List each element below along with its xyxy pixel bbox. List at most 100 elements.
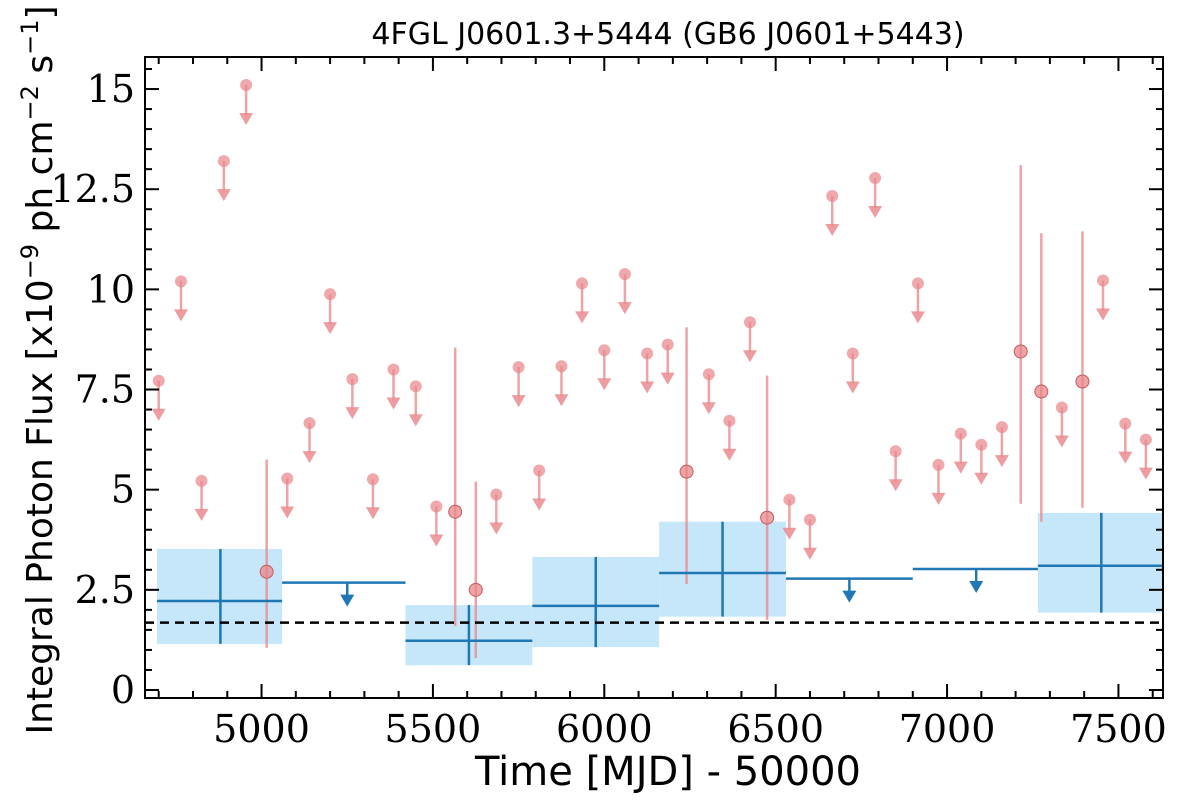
fine-bin-upper-limit-marker <box>702 368 715 381</box>
fine-bin-upper-limit-marker <box>954 427 967 440</box>
fine-bin-upper-limit-marker <box>826 190 839 203</box>
fine-bin-upper-limit-arrow <box>1138 467 1153 480</box>
fine-bin-upper-limit-marker <box>281 472 294 485</box>
fine-bin-upper-limit-arrow <box>151 408 166 421</box>
fine-bin-upper-limit-arrow <box>742 350 757 363</box>
fine-bin-upper-limit-arrow <box>845 381 860 394</box>
fine-bin-upper-limit-marker <box>174 275 187 288</box>
fine-bin-upper-limit-arrow <box>722 448 737 461</box>
fine-bin-upper-limit-marker <box>803 513 816 526</box>
fine-bin-upper-limit-arrow <box>617 302 632 315</box>
fine-bin-upper-limit-marker <box>932 458 945 471</box>
fine-bin-upper-limit-arrow <box>302 451 317 464</box>
fine-bin-upper-limit-marker <box>846 347 859 360</box>
y-axis-label-s: s <box>20 55 61 85</box>
fine-bin-upper-limit-marker <box>661 338 674 351</box>
y-tick-label: 12.5 <box>50 167 135 211</box>
fine-bin-upper-limit-arrow <box>994 455 1009 468</box>
fine-bin-upper-limit-marker <box>430 500 443 513</box>
axis-ticks: 5000 5500 6000 6500 7000 7500 0 2.5 5 7.5 10 12.5 15 <box>50 56 1167 751</box>
fine-bin-upper-limit-marker <box>1119 417 1132 430</box>
fine-bin-upper-limit-marker <box>152 374 165 387</box>
fine-bin-upper-limit-arrow <box>640 381 655 394</box>
fine-bin-upper-limit-arrow <box>953 461 968 474</box>
fine-bin-upper-limit-arrow <box>429 534 444 547</box>
fine-bin-point <box>1013 344 1028 359</box>
fine-bin-upper-limit-marker <box>783 493 796 506</box>
fine-bin-upper-limit-arrow <box>868 205 883 218</box>
fine-bin-upper-limit-marker <box>723 414 736 427</box>
coarse-bin-upper-limit-arrow <box>340 594 355 607</box>
y-tick-label: 10 <box>87 267 135 311</box>
fine-bin-upper-limit-marker <box>555 360 568 373</box>
fine-bin-upper-limit-marker <box>641 347 654 360</box>
fine-bin-upper-limit-arrow <box>323 322 338 335</box>
fine-bin-upper-limit-arrow <box>280 506 295 519</box>
fine-bin-upper-limit-marker <box>1055 401 1068 414</box>
x-tick-label: 6000 <box>556 707 653 751</box>
fine-bin-upper-limit-arrow <box>974 472 989 485</box>
x-tick-label: 5500 <box>385 707 482 751</box>
fine-bin-upper-limit-marker <box>1139 433 1152 446</box>
chart-title: 4FGL J0601.3+5444 (GB6 J0601+5443) <box>371 17 964 52</box>
fine-bin-upper-limit-marker <box>911 277 924 290</box>
fine-bin-upper-limit-arrow <box>173 309 188 322</box>
y-tick-label: 2.5 <box>75 568 135 612</box>
fine-bin-upper-limit-arrow <box>910 311 925 324</box>
fine-bin-upper-limit-arrow <box>1118 451 1133 464</box>
fine-bin-upper-limit-arrow <box>532 498 547 511</box>
y-tick-label: 15 <box>87 67 135 111</box>
fine-bin-point <box>448 504 463 519</box>
fine-bin-point <box>468 582 483 597</box>
fine-bin-upper-limit-marker <box>975 438 988 451</box>
fine-bin-upper-limit-arrow <box>1054 435 1069 448</box>
fine-bin-upper-limit-arrow <box>194 508 209 521</box>
fine-bin-upper-limit-marker <box>324 288 337 301</box>
y-axis-label-cm-exponent: −2 <box>16 85 44 120</box>
fine-bin-upper-limit-marker <box>743 316 756 329</box>
y-axis-label: Integral Photon Flux [x10−9 ph cm−2 s−1] <box>16 5 61 734</box>
fine-bin-upper-limit-arrow <box>597 378 612 391</box>
fine-bin-upper-limit-marker <box>195 474 208 487</box>
x-tick-label: 7000 <box>899 707 996 751</box>
fine-bin-upper-limit-marker <box>346 373 359 386</box>
fine-bin-upper-limit-arrow <box>408 414 423 427</box>
fine-bin-upper-limit-marker <box>490 488 503 501</box>
fine-bin-upper-limit-marker <box>366 473 379 486</box>
fine-bin-point <box>1034 384 1049 399</box>
fine-bin-upper-limit-marker <box>618 268 631 281</box>
fine-bin-upper-limit-arrow <box>825 224 840 237</box>
coarse-bin-upper-limit-arrow <box>969 580 984 593</box>
fine-bin-upper-limit-marker <box>303 417 316 430</box>
x-tick-label: 5000 <box>213 707 310 751</box>
fine-bin-upper-limit-marker <box>217 155 230 168</box>
fine-bin-upper-limit-marker <box>869 171 882 184</box>
y-tick-label: 0 <box>111 668 135 712</box>
fine-bin-upper-limit-arrow <box>386 397 401 410</box>
y-axis-label-s-exponent: −1 <box>16 20 44 55</box>
y-axis-label-close: ] <box>20 5 61 19</box>
fine-bin-point <box>760 510 775 525</box>
plot-area <box>145 79 1163 666</box>
fine-bin-upper-limit-marker <box>512 361 525 374</box>
x-tick-label: 7500 <box>1070 707 1167 751</box>
plot-contents <box>145 79 1163 666</box>
x-tick-label: 6500 <box>727 707 824 751</box>
fine-bin-upper-limit-arrow <box>345 407 360 420</box>
fine-bin-upper-limit-arrow <box>1096 308 1111 321</box>
fine-bin-upper-limit-marker <box>598 344 611 357</box>
coarse-bin-upper-limit-arrow <box>842 590 857 603</box>
fine-bin-upper-limit-marker <box>576 277 589 290</box>
fine-bin-upper-limit-arrow <box>701 402 716 415</box>
fine-bin-upper-limit-marker <box>409 380 422 393</box>
fine-bin-point <box>259 564 274 579</box>
fine-bin-upper-limit-arrow <box>575 311 590 324</box>
y-axis-label-main: Integral Photon Flux [x10 <box>20 279 61 734</box>
fine-bin-upper-limit-arrow <box>216 189 231 202</box>
fine-bin-upper-limit-arrow <box>511 395 526 408</box>
fine-bin-upper-limit-arrow <box>365 507 380 520</box>
fine-bin-upper-limit-arrow <box>554 394 569 407</box>
y-tick-label: 7.5 <box>75 368 135 412</box>
y-tick-label: 5 <box>111 468 135 512</box>
